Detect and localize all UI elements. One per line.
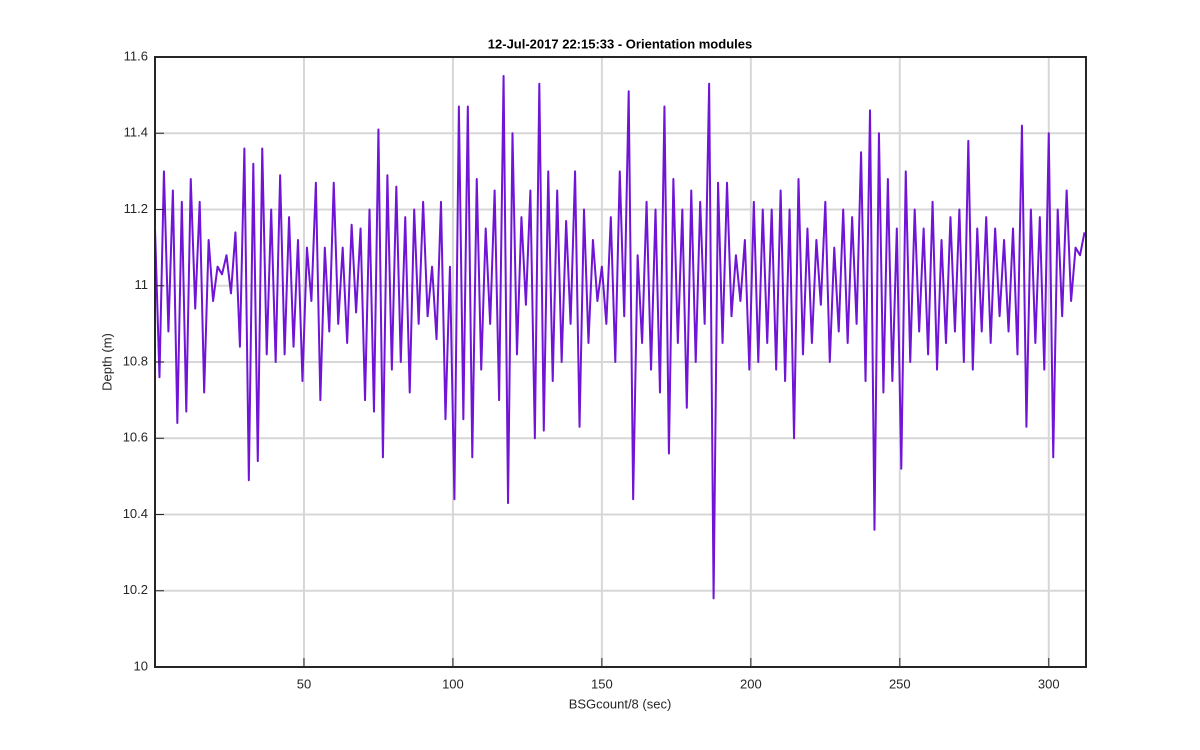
y-axis-label: Depth (m) <box>99 333 114 391</box>
y-tick-label: 10.6 <box>123 430 148 445</box>
y-tick-label: 11 <box>135 277 149 292</box>
y-tick-label: 10.2 <box>123 582 148 597</box>
y-tick-label: 11.2 <box>124 201 148 216</box>
y-tick-label: 10.8 <box>123 353 148 368</box>
y-tick-label: 11.6 <box>124 48 148 63</box>
plot <box>154 75 1086 600</box>
x-tick-label: 300 <box>1038 676 1060 691</box>
chart-title: 12-Jul-2017 22:15:33 - Orientation modul… <box>488 36 752 51</box>
y-tick-label: 10 <box>134 658 148 673</box>
x-tick-label: 50 <box>297 676 311 691</box>
data-line <box>154 75 1086 600</box>
x-tick-label: 250 <box>889 676 911 691</box>
x-axis-label: BSGcount/8 (sec) <box>569 696 672 711</box>
y-tick-label: 11.4 <box>124 125 148 140</box>
x-tick-label: 200 <box>740 676 762 691</box>
x-tick-label: 150 <box>591 676 613 691</box>
x-tick-label: 100 <box>442 676 464 691</box>
labels: 50 100 150 200 250 300 10 10.2 10.4 10.6 10.8 11 11.… <box>123 48 1060 691</box>
y-tick-label: 10.4 <box>123 506 148 521</box>
